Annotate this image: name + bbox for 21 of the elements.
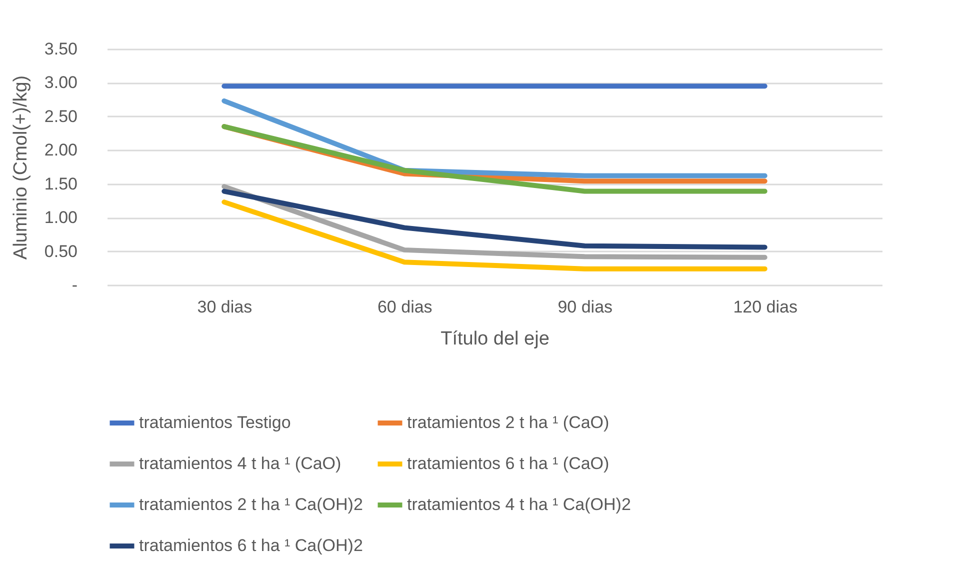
y-tick-label: - bbox=[72, 276, 78, 294]
y-tick-label: 2.00 bbox=[44, 140, 78, 160]
x-tick-label: 60 dias bbox=[377, 298, 432, 316]
legend-label: tratamientos Testigo bbox=[139, 413, 291, 432]
legend-label: tratamientos 4 t ha ¹ (CaO) bbox=[139, 454, 342, 473]
y-tick-label: 0.50 bbox=[44, 242, 78, 261]
y-tick-label: 1.50 bbox=[44, 174, 78, 194]
legend-label: tratamientos 2 t ha ¹ (CaO) bbox=[407, 413, 610, 432]
x-tick-label: 30 dias bbox=[197, 298, 252, 316]
x-tick-label: 90 dias bbox=[558, 298, 613, 316]
legend-label: tratamientos 4 t ha ¹ Ca(OH)2 bbox=[407, 495, 631, 514]
legend-label: tratamientos 2 t ha ¹ Ca(OH)2 bbox=[139, 495, 363, 514]
y-tick-label: 2.50 bbox=[44, 106, 78, 126]
y-tick-label: 3.50 bbox=[44, 40, 78, 58]
x-axis-title: Título del eje bbox=[440, 328, 550, 350]
legend-label: tratamientos 6 t ha ¹ (CaO) bbox=[407, 454, 610, 473]
y-axis-title: Aluminio (Cmol(+)/kg) bbox=[10, 75, 32, 260]
y-tick-label: 1.00 bbox=[44, 208, 78, 228]
legend-label: tratamientos 6 t ha ¹ Ca(OH)2 bbox=[139, 536, 363, 555]
y-tick-label: 3.00 bbox=[44, 73, 78, 92]
x-tick-label: 120 dias bbox=[733, 298, 798, 316]
